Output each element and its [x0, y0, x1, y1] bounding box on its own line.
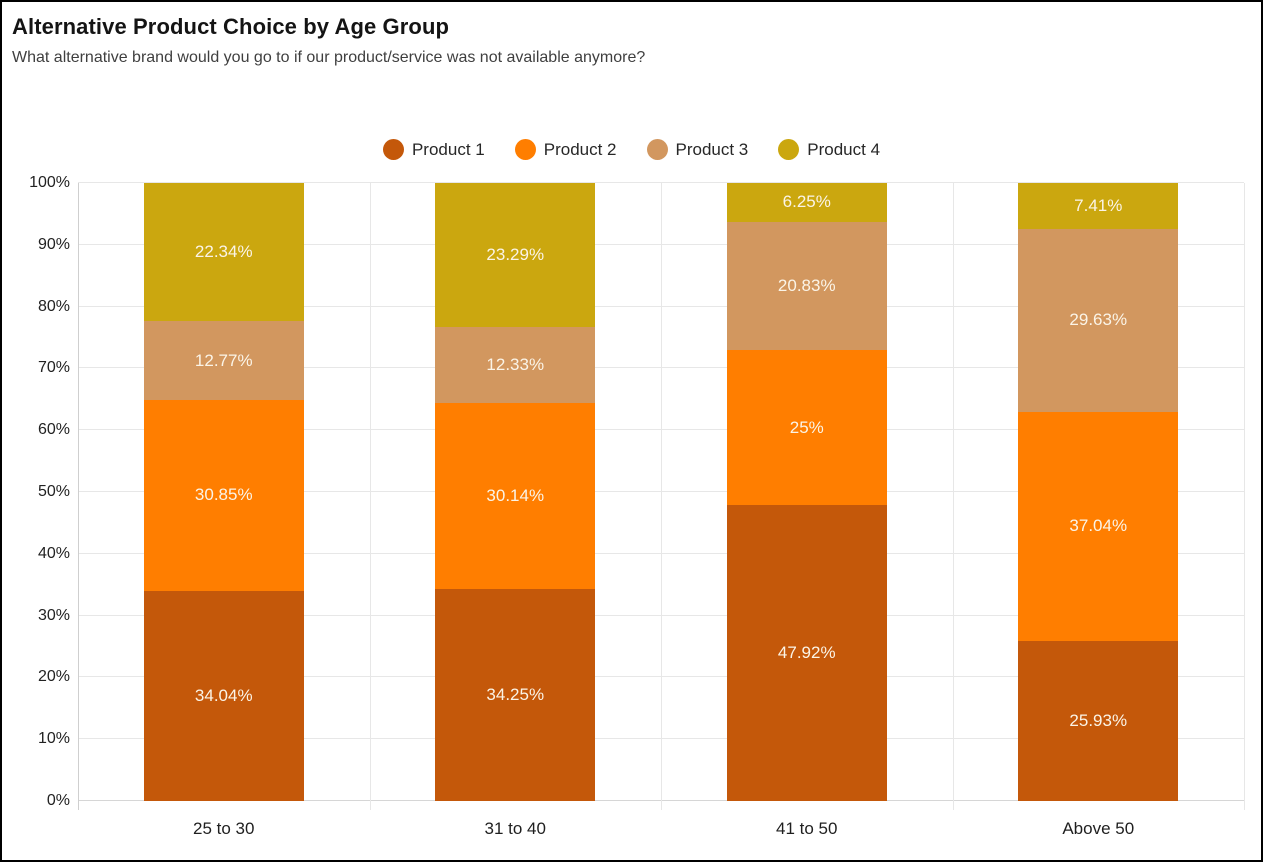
- bar-above-50: 25.93% 37.04% 29.63% 7.41%: [1018, 183, 1179, 801]
- y-axis-label: 100%: [29, 174, 70, 191]
- bar-segment-product-1: 47.92%: [726, 504, 887, 801]
- legend: Product 1 Product 2 Product 3 Product 4: [2, 139, 1261, 160]
- y-axis-line: [78, 183, 79, 810]
- x-axis-label: 25 to 30: [193, 819, 255, 838]
- chart-title: Alternative Product Choice by Age Group: [12, 14, 450, 39]
- bar-value-label: 23.29%: [486, 244, 545, 264]
- y-axis-label: 10%: [37, 730, 70, 748]
- y-axis-label: 20%: [37, 668, 70, 686]
- bar-value-label: 12.33%: [486, 355, 545, 374]
- bar-segment-product-2: 30.85%: [143, 400, 304, 591]
- y-axis: 0% 10% 20% 30% 40% 50% 60% 70% 80% 90% 100%: [2, 174, 70, 809]
- gridline-vertical: [661, 183, 662, 810]
- bar-segment-product-4: 7.41%: [1018, 183, 1179, 229]
- gridline-vertical: [369, 183, 371, 810]
- bar-value-label: 12.77%: [194, 350, 253, 370]
- y-axis-label: 90%: [37, 235, 70, 253]
- plot-area: 34.04% 30.85% 12.77% 22.34% 34.25% 30.14% 12.3…: [78, 182, 1245, 810]
- bar-25-to-30: 34.04% 30.85% 12.77% 22.34%: [143, 183, 304, 801]
- bar-value-label: 29.63%: [1069, 310, 1128, 330]
- bar-value-label: 30.85%: [194, 485, 253, 505]
- y-axis-label: 0%: [46, 792, 70, 809]
- legend-swatch-icon: [514, 139, 536, 160]
- bar-value-label: 47.92%: [777, 642, 836, 662]
- x-axis-label: 31 to 40: [484, 819, 546, 838]
- bar-segment-product-3: 20.83%: [726, 221, 887, 351]
- legend-item-product-4[interactable]: Product 4: [778, 139, 880, 160]
- bar-segment-product-1: 25.93%: [1018, 640, 1179, 801]
- bar-segment-product-3: 12.33%: [435, 326, 596, 404]
- y-axis-label: 70%: [37, 359, 70, 377]
- bar-segment-product-4: 22.34%: [143, 183, 304, 322]
- bar-segment-product-1: 34.25%: [435, 589, 596, 801]
- bar-value-label: 6.25%: [782, 192, 831, 212]
- bar-segment-product-1: 34.04%: [143, 590, 304, 801]
- y-axis-label: 30%: [37, 606, 70, 624]
- bar-value-label: 34.25%: [486, 685, 545, 705]
- bar-segment-product-3: 12.77%: [143, 321, 304, 400]
- bar-41-to-50: 47.92% 25% 20.83% 6.25%: [726, 183, 887, 801]
- x-axis-label: Above 50: [1062, 819, 1135, 838]
- legend-swatch-icon: [646, 139, 668, 160]
- x-axis-label: 41 to 50: [776, 819, 838, 838]
- legend-item-label: Product 4: [807, 139, 881, 159]
- y-axis-label: 40%: [37, 544, 70, 562]
- legend-item-product-1[interactable]: Product 1: [382, 139, 485, 160]
- gridline-vertical: [952, 183, 954, 810]
- gridline-vertical: [1244, 183, 1245, 810]
- legend-item-label: Product 3: [675, 139, 749, 159]
- bar-value-label: 37.04%: [1069, 516, 1128, 536]
- legend-item-product-3[interactable]: Product 3: [646, 139, 749, 160]
- bar-31-to-40: 34.25% 30.14% 12.33% 23.29%: [435, 182, 596, 801]
- bar-segment-product-4: 23.29%: [435, 182, 596, 327]
- bar-value-label: 25.93%: [1069, 710, 1128, 730]
- chart-subtitle: What alternative brand would you go to i…: [12, 49, 646, 66]
- y-axis-label: 80%: [37, 297, 70, 315]
- bar-segment-product-3: 29.63%: [1018, 228, 1179, 412]
- bar-segment-product-2: 30.14%: [435, 403, 596, 590]
- bar-segment-product-2: 25%: [726, 350, 887, 505]
- bar-segment-product-4: 6.25%: [726, 183, 887, 222]
- legend-item-label: Product 2: [543, 139, 617, 159]
- gridline-horizontal: [78, 182, 1244, 183]
- x-axis: 25 to 30 31 to 40 41 to 50 Above 50: [78, 819, 1244, 843]
- legend-swatch-icon: [778, 139, 800, 160]
- bar-value-label: 20.83%: [777, 276, 836, 295]
- bar-value-label: 30.14%: [486, 486, 545, 506]
- bar-value-label: 7.41%: [1074, 195, 1123, 215]
- bar-value-label: 22.34%: [194, 242, 253, 262]
- y-axis-label: 50%: [37, 483, 70, 500]
- bar-value-label: 34.04%: [194, 685, 253, 705]
- legend-item-product-2[interactable]: Product 2: [514, 139, 617, 160]
- bar-value-label: 25%: [789, 417, 824, 437]
- legend-swatch-icon: [382, 139, 404, 160]
- bar-segment-product-2: 37.04%: [1018, 411, 1179, 641]
- y-axis-label: 60%: [37, 421, 70, 439]
- legend-item-label: Product 1: [411, 139, 485, 159]
